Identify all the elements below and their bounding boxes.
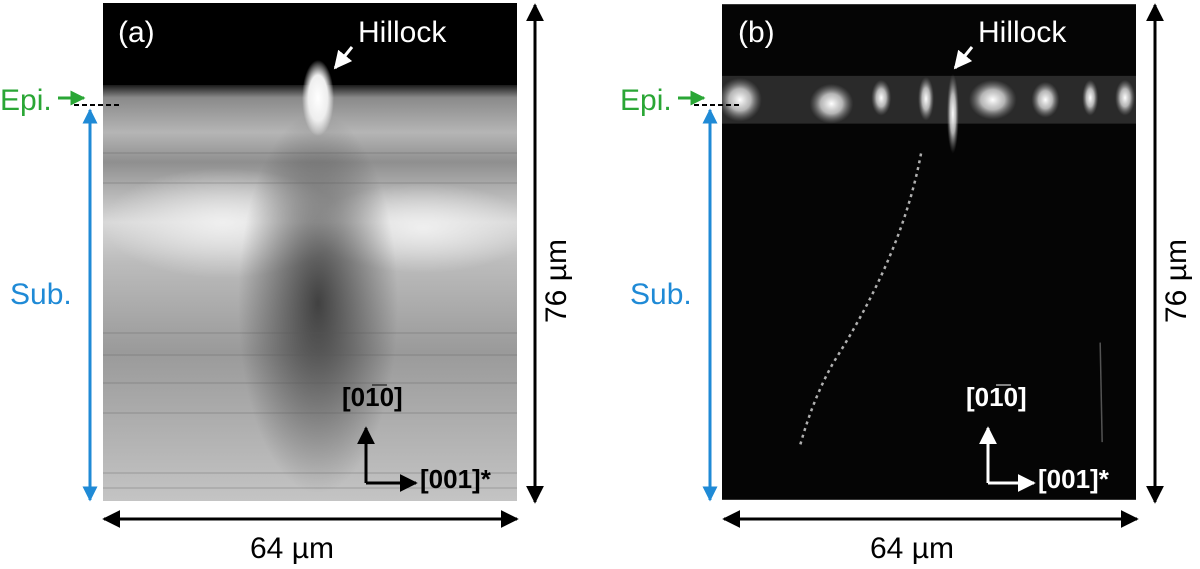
panel-letter: (b) <box>738 16 775 49</box>
sub-label: Sub. <box>10 278 72 311</box>
width-scale-label: 64 µm <box>250 532 334 565</box>
sub-label: Sub. <box>630 278 692 311</box>
height-scale-label: 76 µm <box>540 239 573 323</box>
height-scale-label: 76 µm <box>1160 239 1193 323</box>
direction-horizontal-label: [001]* <box>1038 464 1109 494</box>
micrograph-b-image <box>722 4 1136 500</box>
micrograph-b <box>722 3 1138 501</box>
panel-a: (a) Hillock Epi. Sub. 64 µm 76 µm [01̅0]… <box>0 3 573 565</box>
epi-label: Epi. <box>0 84 52 117</box>
direction-vertical-label: [01̅0] <box>966 382 1027 412</box>
direction-horizontal-label: [001]* <box>420 464 491 494</box>
panel-letter: (a) <box>118 16 155 49</box>
micrograph-a <box>103 3 517 501</box>
panel-b: (b) Hillock Epi. Sub. 64 µm 76 µm [01̅0]… <box>600 0 1200 569</box>
direction-vertical-label: [01̅0] <box>342 382 403 412</box>
hillock-label: Hillock <box>978 16 1067 49</box>
epi-label: Epi. <box>620 84 672 117</box>
hillock-label: Hillock <box>358 16 447 49</box>
micrograph-a-image <box>103 3 517 501</box>
width-scale-label: 64 µm <box>870 532 954 565</box>
